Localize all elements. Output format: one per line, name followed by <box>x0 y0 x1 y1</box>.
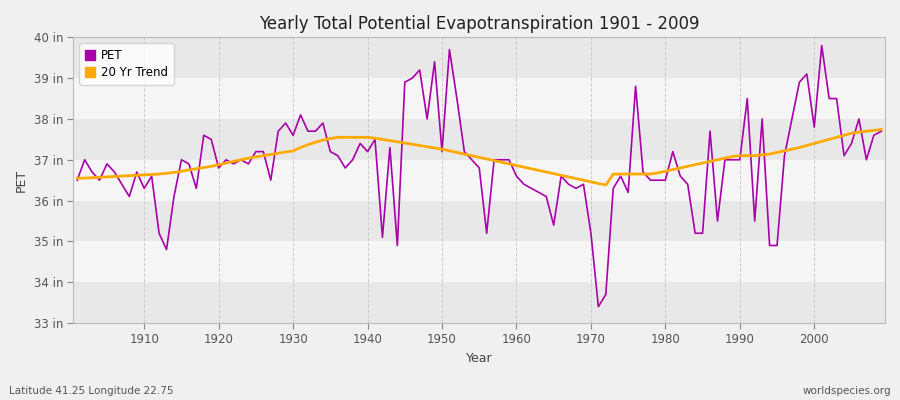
Bar <box>74 119 885 160</box>
PET <box>131 170 142 174</box>
PET <box>504 157 515 162</box>
PET <box>816 43 827 48</box>
20 Yr Trend <box>504 162 515 166</box>
Text: Latitude 41.25 Longitude 22.75: Latitude 41.25 Longitude 22.75 <box>9 386 174 396</box>
Line: PET: PET <box>77 46 881 307</box>
20 Yr Trend <box>600 183 611 188</box>
PET <box>876 129 886 134</box>
Y-axis label: PET: PET <box>15 169 28 192</box>
PET <box>72 178 83 182</box>
20 Yr Trend <box>876 127 886 132</box>
20 Yr Trend <box>295 145 306 150</box>
20 Yr Trend <box>72 176 83 180</box>
PET <box>340 166 351 170</box>
20 Yr Trend <box>608 172 618 176</box>
Title: Yearly Total Potential Evapotranspiration 1901 - 2009: Yearly Total Potential Evapotranspiratio… <box>259 15 699 33</box>
20 Yr Trend <box>340 135 351 140</box>
Bar <box>74 282 885 323</box>
X-axis label: Year: Year <box>466 352 492 365</box>
Line: 20 Yr Trend: 20 Yr Trend <box>77 130 881 185</box>
PET <box>511 174 522 178</box>
20 Yr Trend <box>511 163 522 168</box>
PET <box>593 304 604 309</box>
20 Yr Trend <box>131 173 142 178</box>
Text: worldspecies.org: worldspecies.org <box>803 386 891 396</box>
Bar <box>74 200 885 242</box>
Legend: PET, 20 Yr Trend: PET, 20 Yr Trend <box>79 43 174 84</box>
PET <box>295 112 306 117</box>
Bar <box>74 37 885 78</box>
PET <box>608 186 618 191</box>
